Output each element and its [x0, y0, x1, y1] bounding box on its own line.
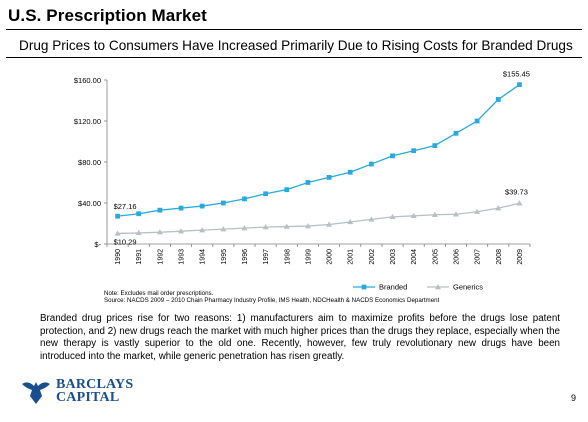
branded-point — [136, 211, 142, 217]
subtitle-divider — [6, 57, 582, 58]
page-subtitle: Drug Prices to Consumers Have Increased … — [19, 38, 573, 53]
generics-point — [389, 213, 396, 220]
x-tick-label: 1997 — [263, 249, 270, 265]
chart-note: Note: Excludes mail order prescriptions. — [104, 290, 214, 297]
x-tick-label: 1992 — [157, 249, 164, 265]
data-label: $10.29 — [114, 237, 137, 246]
x-tick-label: 2003 — [390, 249, 397, 265]
generics-point — [178, 228, 185, 234]
legend-label: Generics — [453, 283, 483, 292]
x-tick-label: 1996 — [242, 249, 249, 265]
branded-point — [326, 174, 332, 180]
data-label: $39.73 — [505, 187, 528, 196]
generics-point — [495, 205, 502, 211]
x-tick-label: 2002 — [369, 249, 376, 265]
generics-point — [135, 229, 142, 236]
series-line-branded — [117, 84, 520, 217]
y-tick-label: $80.00 — [78, 158, 101, 167]
x-tick-label: 2006 — [453, 249, 460, 265]
generics-point — [156, 229, 163, 235]
generics-point — [326, 221, 333, 227]
x-tick-label: 1991 — [136, 249, 143, 265]
generics-point — [199, 227, 206, 233]
chart-source: Source: NACDS 2009 – 2010 Chain Pharmacy… — [104, 297, 440, 304]
x-tick-label: 1998 — [284, 249, 291, 265]
branded-point — [347, 169, 353, 175]
branded-point — [495, 97, 501, 102]
branded-point — [115, 213, 120, 219]
generics-point — [474, 208, 481, 214]
chart-markers — [114, 82, 523, 236]
x-tick-label: 2005 — [432, 249, 439, 265]
branded-point — [157, 207, 163, 213]
branded-point — [199, 203, 205, 209]
body-paragraph: Branded drug prices rise for two reasons… — [40, 313, 560, 362]
branded-point — [517, 82, 522, 88]
x-tick-label: 1995 — [221, 249, 228, 265]
branded-point — [432, 143, 438, 148]
generics-point — [431, 211, 438, 217]
logo-wordmark: BARCLAYS CAPITAL — [56, 377, 134, 405]
branded-point — [178, 205, 184, 211]
data-label: $27.16 — [114, 202, 137, 211]
title-divider — [6, 29, 582, 30]
y-tick-label: $40.00 — [78, 199, 101, 208]
chart-legend: Branded Generics — [353, 283, 483, 292]
branded-point — [305, 180, 311, 185]
data-label: $155.45 — [503, 70, 530, 79]
legend-branded-marker — [361, 284, 367, 290]
logo-line-2: CAPITAL — [56, 390, 120, 405]
page-number: 9 — [570, 393, 576, 403]
chart-axes: $- $40.00 $80.00 $120.00 $160.00 1990 1991 1992… — [74, 76, 531, 265]
generics-point — [114, 230, 121, 236]
branded-point — [474, 118, 480, 124]
x-tick-label: 1993 — [179, 249, 186, 265]
price-line-chart: $- $40.00 $80.00 $120.00 $160.00 1990 1991 1992… — [74, 70, 531, 292]
x-tick-label: 2000 — [327, 249, 334, 265]
branded-point — [220, 200, 226, 206]
branded-point — [284, 187, 290, 193]
x-tick-label: 1994 — [200, 249, 207, 265]
generics-point — [347, 218, 354, 225]
branded-point — [263, 191, 269, 197]
x-tick-label: 2007 — [475, 249, 482, 265]
branded-point — [411, 148, 417, 154]
x-tick-label: 1990 — [115, 249, 122, 265]
generics-point — [220, 226, 227, 232]
series-line-generics — [117, 202, 520, 235]
x-tick-label: 2004 — [411, 249, 418, 265]
x-tick-label: 2001 — [348, 249, 355, 265]
eagle-icon — [22, 382, 50, 404]
generics-point — [262, 224, 269, 230]
generics-point — [516, 200, 523, 206]
branded-point — [453, 130, 459, 136]
chart-series-lines — [117, 84, 520, 235]
y-tick-label: $160.00 — [74, 76, 101, 85]
generics-point — [304, 223, 311, 229]
chart-labels: $27.16 $10.29 $155.45 $39.73 — [114, 70, 530, 247]
legend-generics-marker — [435, 284, 441, 290]
x-tick-label: 2008 — [496, 249, 503, 265]
generics-point — [241, 225, 248, 231]
branded-point — [368, 161, 374, 167]
logo-line-1: BARCLAYS — [56, 377, 134, 392]
generics-point — [283, 223, 290, 229]
legend-label: Branded — [379, 283, 407, 292]
branded-point — [242, 196, 247, 202]
x-tick-label: 2009 — [517, 249, 524, 265]
branded-point — [390, 153, 395, 159]
generics-point — [452, 211, 459, 217]
generics-point — [410, 212, 417, 219]
y-tick-label: $- — [94, 240, 101, 249]
page-title: U.S. Prescription Market — [8, 6, 207, 25]
generics-point — [368, 216, 375, 222]
barclays-logo: BARCLAYS CAPITAL — [20, 377, 134, 408]
y-tick-label: $120.00 — [74, 117, 101, 126]
x-tick-label: 1999 — [305, 249, 312, 265]
